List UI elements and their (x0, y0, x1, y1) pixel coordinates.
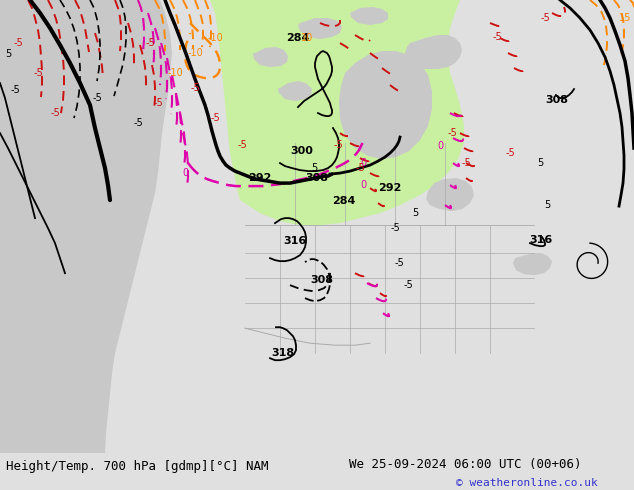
Text: 316: 316 (283, 236, 307, 246)
Text: Height/Temp. 700 hPa [gdmp][°C] NAM: Height/Temp. 700 hPa [gdmp][°C] NAM (6, 460, 269, 473)
Text: 284: 284 (287, 33, 309, 43)
Text: 0: 0 (360, 180, 366, 190)
Text: 292: 292 (378, 183, 402, 193)
Text: 5: 5 (311, 163, 317, 173)
Text: 10: 10 (301, 33, 313, 43)
Text: -5: -5 (403, 280, 413, 290)
Text: -5: -5 (92, 93, 102, 103)
Text: 5: 5 (5, 49, 11, 59)
Text: 284: 284 (332, 196, 356, 206)
Text: -5: -5 (333, 140, 343, 150)
Text: -10: -10 (207, 33, 223, 43)
Text: 308: 308 (545, 95, 569, 105)
Text: -5: -5 (237, 140, 247, 150)
Text: 300: 300 (290, 146, 313, 156)
Text: -5: -5 (190, 83, 200, 93)
Text: -5: -5 (505, 148, 515, 158)
Text: © weatheronline.co.uk: © weatheronline.co.uk (456, 478, 598, 488)
Text: -5: -5 (133, 118, 143, 128)
Polygon shape (405, 35, 462, 69)
Text: -5: -5 (50, 108, 60, 118)
Text: 15: 15 (619, 13, 631, 23)
Text: 0: 0 (360, 158, 366, 168)
Polygon shape (350, 7, 388, 25)
Text: 5: 5 (544, 200, 550, 210)
Text: -5: -5 (153, 98, 163, 108)
Text: 308: 308 (306, 173, 328, 183)
Polygon shape (278, 81, 312, 101)
Polygon shape (426, 178, 474, 211)
Text: We 25-09-2024 06:00 UTC (00+06): We 25-09-2024 06:00 UTC (00+06) (349, 458, 581, 471)
Text: 316: 316 (529, 235, 553, 245)
Polygon shape (0, 0, 172, 453)
Text: 308: 308 (311, 275, 333, 285)
Text: -5: -5 (10, 85, 20, 95)
Text: 0: 0 (182, 168, 188, 178)
Text: -5: -5 (210, 113, 220, 123)
Text: -5: -5 (390, 223, 400, 233)
Text: -5: -5 (492, 32, 502, 42)
Text: -5: -5 (145, 38, 155, 48)
Text: 5: 5 (537, 158, 543, 168)
Polygon shape (298, 18, 342, 39)
Text: 0: 0 (437, 141, 443, 151)
Text: -10: -10 (167, 68, 183, 78)
Text: 318: 318 (271, 348, 295, 358)
Polygon shape (339, 51, 432, 159)
Text: -10: -10 (187, 48, 203, 58)
Text: -5: -5 (355, 163, 365, 173)
Text: -5: -5 (447, 128, 457, 138)
Text: -5: -5 (33, 68, 43, 78)
Text: -5: -5 (13, 38, 23, 48)
Text: 5: 5 (412, 208, 418, 218)
Text: -5: -5 (461, 158, 471, 168)
Text: 292: 292 (249, 173, 272, 183)
Polygon shape (513, 253, 552, 275)
Text: -5: -5 (394, 258, 404, 268)
Text: -5: -5 (540, 13, 550, 23)
Polygon shape (253, 47, 288, 67)
Polygon shape (210, 0, 464, 225)
